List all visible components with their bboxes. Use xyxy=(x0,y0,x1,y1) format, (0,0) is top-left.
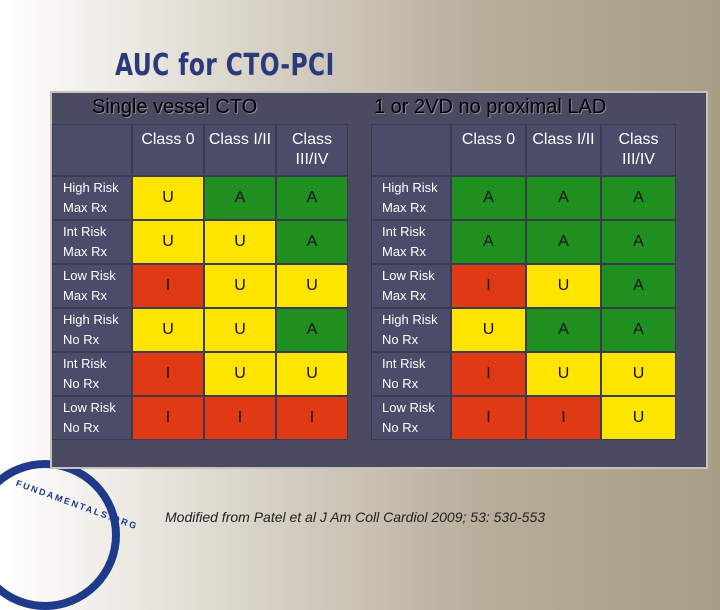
row-therapy: No Rx xyxy=(63,420,100,435)
slide-title: AUC for CTO-PCI xyxy=(115,48,335,83)
row-label: High Risk No Rx xyxy=(371,308,451,352)
rating-cell: U xyxy=(276,352,348,396)
rating-cell: I xyxy=(276,396,348,440)
column-header: Class 0 xyxy=(451,124,526,176)
rating-cell: A xyxy=(204,176,276,220)
rating-cell: A xyxy=(276,176,348,220)
rating-cell: U xyxy=(204,220,276,264)
row-therapy: No Rx xyxy=(382,420,419,435)
row-label: Int Risk No Rx xyxy=(52,352,132,396)
rating-cell: A xyxy=(526,176,601,220)
row-risk: Int Risk xyxy=(63,356,107,371)
rating-cell: U xyxy=(526,352,601,396)
row-label: Int Risk No Rx xyxy=(371,352,451,396)
rating-cell: U xyxy=(132,220,204,264)
rating-cell: A xyxy=(526,220,601,264)
rating-cell: I xyxy=(451,352,526,396)
row-risk: Int Risk xyxy=(63,224,107,239)
rating-cell: U xyxy=(132,176,204,220)
header-corner xyxy=(371,124,451,176)
row-risk: High Risk xyxy=(382,180,438,195)
rating-cell: I xyxy=(451,264,526,308)
rating-cell: A xyxy=(276,220,348,264)
row-therapy: No Rx xyxy=(63,332,100,347)
rating-cell: U xyxy=(132,308,204,352)
row-label: High Risk No Rx xyxy=(52,308,132,352)
row-risk: Low Risk xyxy=(63,268,116,283)
rating-cell: A xyxy=(451,176,526,220)
rating-cell: I xyxy=(204,396,276,440)
row-risk: Int Risk xyxy=(382,356,426,371)
row-label: Int Risk Max Rx xyxy=(52,220,132,264)
row-therapy: Max Rx xyxy=(382,244,427,259)
rating-cell: U xyxy=(526,264,601,308)
rating-cell: U xyxy=(204,352,276,396)
slide: FUNDAMENTALS.ORG AUC for CTO-PCI Single … xyxy=(0,48,708,610)
rating-cell: A xyxy=(601,308,676,352)
rating-cell: A xyxy=(601,220,676,264)
column-header: Class 0 xyxy=(132,124,204,176)
column-header: Class I/II xyxy=(526,124,601,176)
rating-cell: A xyxy=(601,264,676,308)
rating-cell: U xyxy=(204,308,276,352)
row-risk: Low Risk xyxy=(382,400,435,415)
rating-cell: A xyxy=(276,308,348,352)
row-risk: High Risk xyxy=(63,312,119,327)
rating-cell: U xyxy=(204,264,276,308)
rating-cell: I xyxy=(132,352,204,396)
right-heading: 1 or 2VD no proximal LAD xyxy=(374,96,607,118)
row-therapy: Max Rx xyxy=(63,200,108,215)
row-therapy: No Rx xyxy=(63,376,100,391)
rating-cell: A xyxy=(526,308,601,352)
row-label: Low Risk No Rx xyxy=(371,396,451,440)
row-risk: Low Risk xyxy=(63,400,116,415)
citation: Modified from Patel et al J Am Coll Card… xyxy=(165,509,546,525)
row-therapy: No Rx xyxy=(382,376,419,391)
row-label: High Risk Max Rx xyxy=(371,176,451,220)
row-label: Low Risk Max Rx xyxy=(371,264,451,308)
row-therapy: No Rx xyxy=(382,332,419,347)
rating-cell: U xyxy=(276,264,348,308)
rating-cell: I xyxy=(526,396,601,440)
left-heading: Single vessel CTO xyxy=(92,96,258,118)
column-header: Class III/IV xyxy=(601,124,676,176)
row-risk: Int Risk xyxy=(382,224,426,239)
rating-cell: A xyxy=(451,220,526,264)
rating-cell: U xyxy=(451,308,526,352)
row-label: High Risk Max Rx xyxy=(52,176,132,220)
rating-cell: U xyxy=(601,396,676,440)
row-therapy: Max Rx xyxy=(382,288,427,303)
rating-cell: I xyxy=(451,396,526,440)
row-risk: Low Risk xyxy=(382,268,435,283)
row-label: Low Risk Max Rx xyxy=(52,264,132,308)
row-risk: High Risk xyxy=(382,312,438,327)
rating-cell: I xyxy=(132,264,204,308)
row-label: Int Risk Max Rx xyxy=(371,220,451,264)
row-label: Low Risk No Rx xyxy=(52,396,132,440)
row-therapy: Max Rx xyxy=(63,288,108,303)
row-risk: High Risk xyxy=(63,180,119,195)
header-corner xyxy=(52,124,132,176)
row-therapy: Max Rx xyxy=(63,244,108,259)
column-header: Class III/IV xyxy=(276,124,348,176)
rating-cell: A xyxy=(601,176,676,220)
rating-cell: U xyxy=(601,352,676,396)
row-therapy: Max Rx xyxy=(382,200,427,215)
rating-cell: I xyxy=(132,396,204,440)
column-header: Class I/II xyxy=(204,124,276,176)
